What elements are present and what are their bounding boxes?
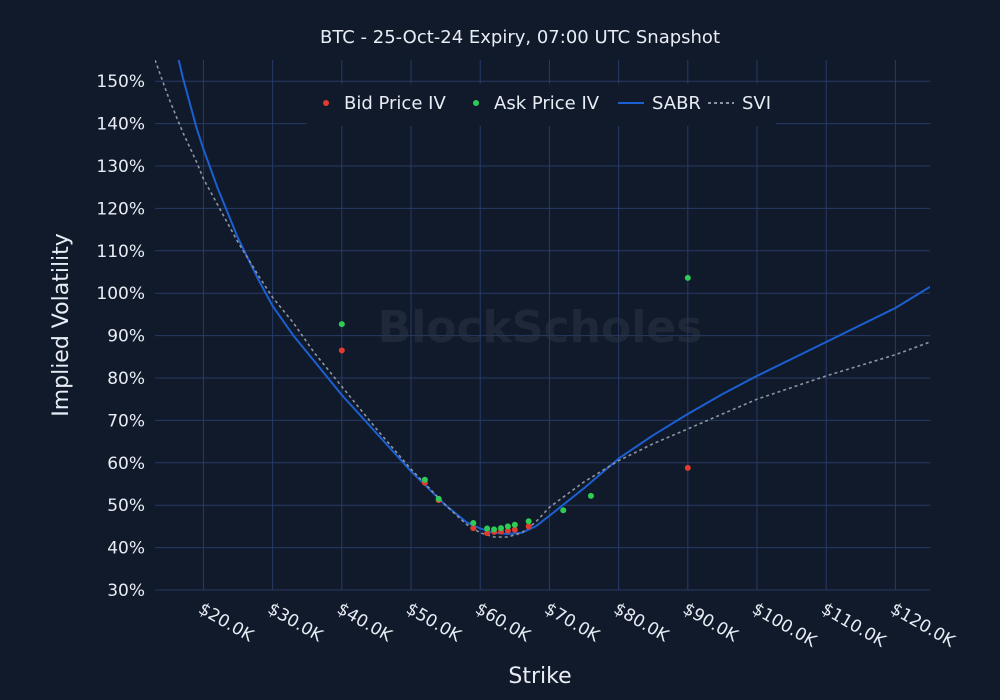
legend-marker [323, 100, 329, 106]
bid-price-iv-point [484, 530, 491, 537]
x-axis-title: Strike [508, 664, 571, 689]
legend-label: SABR [652, 93, 701, 114]
y-tick-label: 90% [107, 327, 145, 347]
y-tick-label: 120% [96, 199, 145, 219]
legend: Bid Price IV Ask Price IV SABR SVI [306, 84, 776, 126]
grid [155, 60, 930, 591]
ask-price-iv-point [511, 521, 518, 528]
sabr-curve [177, 60, 930, 535]
bid-price-iv-point [504, 527, 511, 534]
ask-price-iv-point [525, 518, 532, 525]
y-tick-label: 70% [107, 411, 145, 431]
bid-price-iv-point [684, 464, 691, 471]
chart-title: BTC - 25-Oct-24 Expiry, 07:00 UTC Snapsh… [320, 27, 720, 48]
ask-price-iv-point [684, 274, 691, 281]
legend-marker [473, 100, 479, 106]
legend-item-bid-price-iv[interactable]: Bid Price IV [323, 93, 446, 114]
ask-price-iv-point [491, 526, 498, 533]
legend-item-svi[interactable]: SVI [708, 93, 771, 114]
y-axis-title: Implied Volatility [49, 233, 74, 417]
y-tick-label: 30% [107, 581, 145, 601]
watermark-logo: BlockScholes [378, 302, 703, 353]
ask-price-iv-point [497, 525, 504, 532]
y-tick-label: 140% [96, 115, 145, 135]
ask-price-iv-point [470, 520, 477, 527]
y-tick-label: 150% [96, 72, 145, 92]
ask-price-iv-point [435, 495, 442, 502]
ask-price-iv-point [587, 492, 594, 499]
bid-price-iv-point [470, 525, 477, 532]
y-tick-label: 110% [96, 242, 145, 262]
legend-label: Bid Price IV [344, 93, 446, 114]
y-tick-label: 80% [107, 369, 145, 389]
bid-price-iv-point [525, 523, 532, 530]
legend-box [306, 84, 776, 126]
ask-price-iv-point [504, 523, 511, 530]
y-tick-label: 130% [96, 157, 145, 177]
ask-price-iv-point [421, 476, 428, 483]
ask-price-iv-point [338, 321, 345, 328]
legend-label: SVI [742, 93, 771, 114]
y-tick-label: 40% [107, 539, 145, 559]
ask-price-iv-point [484, 525, 491, 532]
bid-price-iv-point [338, 347, 345, 354]
y-tick-label: 100% [96, 284, 145, 304]
y-tick-label: 60% [107, 454, 145, 474]
legend-item-ask-price-iv[interactable]: Ask Price IV [473, 93, 600, 114]
plot-series [155, 60, 930, 538]
legend-item-sabr[interactable]: SABR [618, 93, 701, 114]
bid-price-iv-point [511, 526, 518, 533]
y-tick-label: 50% [107, 496, 145, 516]
ask-price-iv-point [560, 507, 567, 514]
legend-label: Ask Price IV [494, 93, 600, 114]
svi-curve [155, 60, 930, 538]
